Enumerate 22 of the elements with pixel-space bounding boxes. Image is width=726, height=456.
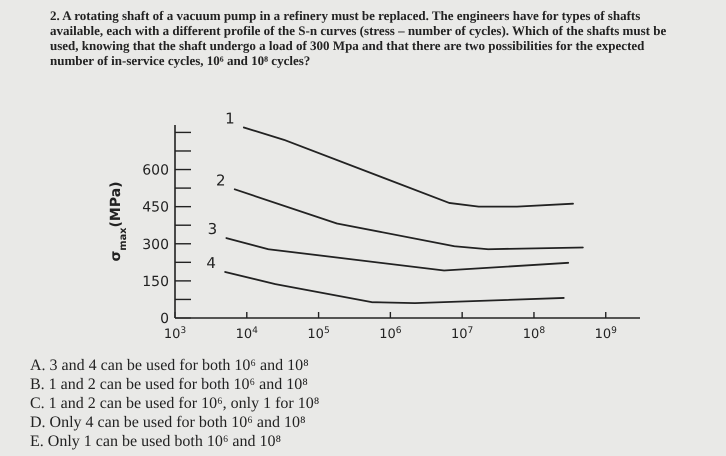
text: D. Only 4 can be used for both 10⁶ and 10⁸: [30, 414, 306, 431]
x-tick-label: 10$^{4}$: [236, 326, 258, 342]
y-tick-label: 450: [142, 200, 169, 216]
y-tick-label: 300: [142, 236, 169, 253]
x-tick-label: 10$^{7}$: [450, 326, 474, 342]
y-tick-label: 600: [142, 162, 169, 179]
legend-label: 4: [206, 254, 216, 272]
text: E. Only 1 can be used both 10⁶ and 10⁸: [30, 433, 282, 450]
x-tick-label: 10$^{8}$: [522, 326, 546, 342]
x-tick-label: 10$^{3}$: [164, 326, 186, 342]
text: A. 3 and 4 can be used for both 10⁶ and 10⁸: [30, 357, 309, 374]
x-tick-label: 10$^{6}$: [379, 326, 402, 342]
legend-label: 3: [208, 220, 218, 238]
text: C. 1 and 2 can be used for 10⁶, only 1 for 10⁸: [30, 395, 320, 412]
x-tick-label: 10$^{5}$: [307, 326, 330, 342]
text: B. 1 and 2 can be used for both 10⁶ and 10⁸: [30, 376, 308, 393]
x-tick-label: 10$^{9}$: [594, 326, 618, 342]
y-tick-label: 150: [142, 274, 169, 290]
legend-label: 2: [216, 171, 226, 190]
series-label: 1: [225, 109, 235, 128]
chart-title: 2. A rotating shaft of a vacuum pump in a refinery must be replaced. The engineers have for types of shafts available, each with a different profile of the S-n curves (stress – number of cycles). Which of the shafts must be used, knowing that the shaft undergo a load of 300 Mpa and that there are two possibilities for the expected number of in-service cycles, 10⁶ and 10⁸ cycles?: [50, 8, 666, 68]
y-tick-label: 0: [160, 311, 169, 327]
